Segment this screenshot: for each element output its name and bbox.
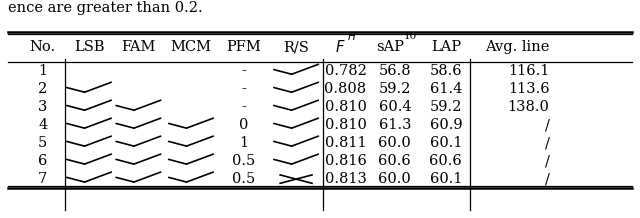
Text: 0.808: 0.808 bbox=[324, 82, 367, 96]
Text: 4: 4 bbox=[38, 118, 47, 132]
Text: 60.4: 60.4 bbox=[379, 100, 411, 114]
Text: 0.813: 0.813 bbox=[324, 172, 367, 186]
Text: 58.6: 58.6 bbox=[429, 64, 462, 78]
Text: 5: 5 bbox=[38, 136, 47, 150]
Text: 59.2: 59.2 bbox=[379, 82, 411, 96]
Text: -: - bbox=[241, 100, 246, 114]
Text: 116.1: 116.1 bbox=[508, 64, 549, 78]
Text: 61.3: 61.3 bbox=[379, 118, 411, 132]
Text: 0.5: 0.5 bbox=[232, 172, 255, 186]
Text: 60.0: 60.0 bbox=[378, 172, 412, 186]
Text: 0.811: 0.811 bbox=[324, 136, 366, 150]
Text: /: / bbox=[545, 154, 549, 168]
Text: /: / bbox=[545, 136, 549, 150]
Text: 1: 1 bbox=[239, 136, 248, 150]
Text: $F$: $F$ bbox=[335, 39, 346, 55]
Text: 60.1: 60.1 bbox=[429, 136, 462, 150]
Text: PFM: PFM bbox=[226, 40, 261, 54]
Text: 0.5: 0.5 bbox=[232, 154, 255, 168]
Text: 56.8: 56.8 bbox=[379, 64, 411, 78]
Text: 1: 1 bbox=[38, 64, 47, 78]
Text: 3: 3 bbox=[38, 100, 47, 114]
Text: sAP: sAP bbox=[376, 40, 404, 54]
Text: 60.0: 60.0 bbox=[378, 136, 412, 150]
Text: 60.6: 60.6 bbox=[429, 154, 462, 168]
Text: R/S: R/S bbox=[283, 40, 309, 54]
Text: 61.4: 61.4 bbox=[429, 82, 462, 96]
Text: FAM: FAM bbox=[121, 40, 156, 54]
Text: 60.9: 60.9 bbox=[429, 118, 462, 132]
Text: -: - bbox=[241, 64, 246, 78]
Text: 0.810: 0.810 bbox=[324, 100, 367, 114]
Text: 0.816: 0.816 bbox=[324, 154, 367, 168]
Text: 60.1: 60.1 bbox=[429, 172, 462, 186]
Text: LAP: LAP bbox=[431, 40, 461, 54]
Text: Avg. line: Avg. line bbox=[485, 40, 549, 54]
Text: 10: 10 bbox=[404, 32, 417, 41]
Text: 6: 6 bbox=[38, 154, 47, 168]
Text: -: - bbox=[241, 82, 246, 96]
Text: ence are greater than 0.2.: ence are greater than 0.2. bbox=[8, 1, 202, 15]
Text: /: / bbox=[545, 118, 549, 132]
Text: LSB: LSB bbox=[74, 40, 104, 54]
Text: 7: 7 bbox=[38, 172, 47, 186]
Text: 0: 0 bbox=[239, 118, 248, 132]
Text: 113.6: 113.6 bbox=[508, 82, 549, 96]
Text: 2: 2 bbox=[38, 82, 47, 96]
Text: 60.6: 60.6 bbox=[378, 154, 412, 168]
Text: MCM: MCM bbox=[170, 40, 211, 54]
Text: No.: No. bbox=[29, 40, 56, 54]
Text: $H$: $H$ bbox=[347, 30, 356, 42]
Text: 0.810: 0.810 bbox=[324, 118, 367, 132]
Text: 59.2: 59.2 bbox=[429, 100, 462, 114]
Text: 138.0: 138.0 bbox=[508, 100, 549, 114]
Text: 0.782: 0.782 bbox=[324, 64, 367, 78]
Text: /: / bbox=[545, 172, 549, 186]
